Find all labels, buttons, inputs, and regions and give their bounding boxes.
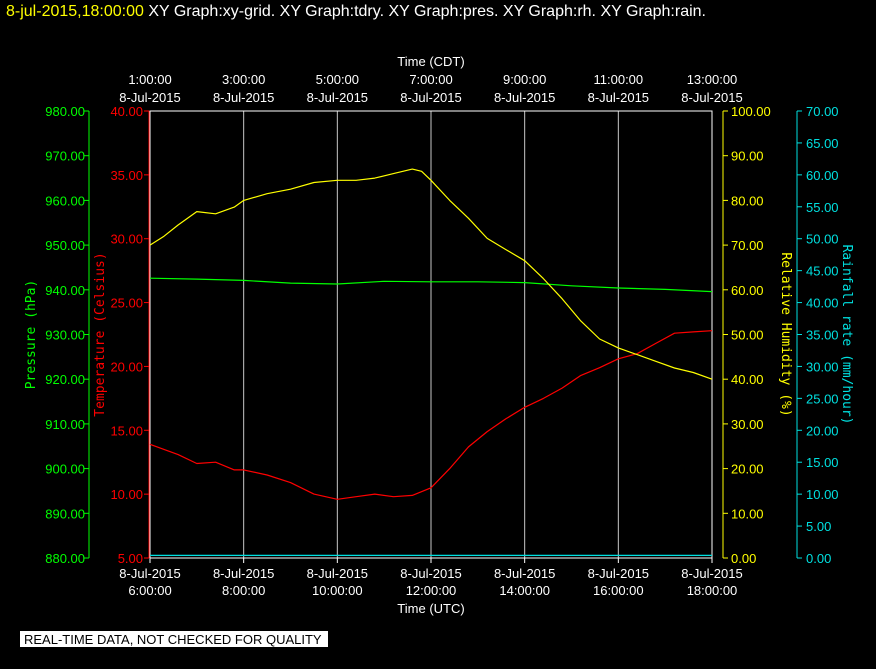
pressure-tick-label: 960.00 — [45, 193, 85, 208]
top-tick-label-date: 8-Jul-2015 — [400, 90, 461, 105]
temperature-axis-title: Temperature (Celsius) — [93, 252, 108, 416]
humidity-tick-label: 50.00 — [731, 328, 764, 343]
x-tick-label-time: 14:00:00 — [499, 583, 550, 598]
temperature-tick-label: 35.00 — [110, 168, 143, 183]
pressure-tick-label: 890.00 — [45, 506, 85, 521]
rain-tick-label: 40.00 — [806, 296, 839, 311]
top-tick-label-time: 3:00:00 — [222, 72, 265, 87]
rain-tick-label: 50.00 — [806, 232, 839, 247]
graph-name-3: XY Graph:pres. — [388, 3, 499, 20]
top-tick-label-time: 1:00:00 — [128, 72, 171, 87]
humidity-tick-label: 90.00 — [731, 149, 764, 164]
pressure-tick-label: 940.00 — [45, 283, 85, 298]
temperature-tick-label: 40.00 — [110, 104, 143, 119]
top-tick-label-date: 8-Jul-2015 — [588, 90, 649, 105]
humidity-tick-label: 100.00 — [731, 104, 771, 119]
temperature-tick-label: 20.00 — [110, 359, 143, 374]
x-tick-label-time: 18:00:00 — [687, 583, 738, 598]
humidity-tick-label: 80.00 — [731, 193, 764, 208]
pressure-tick-label: 900.00 — [45, 462, 85, 477]
series-lines — [149, 168, 713, 557]
humidity-axis-title: Relative Humidity (%) — [778, 252, 793, 416]
top-tick-label-time: 13:00:00 — [687, 72, 738, 87]
pressure-tick-label: 910.00 — [45, 417, 85, 432]
rain-tick-label: 45.00 — [806, 264, 839, 279]
axes: 8-Jul-2015 6:00:00 1:00:00 8-Jul-2015 8-Jul-… — [24, 54, 854, 616]
top-tick-label-date: 8-Jul-2015 — [681, 90, 742, 105]
humidity-tick-label: 10.00 — [731, 506, 764, 521]
temperature-tick-label: 30.00 — [110, 232, 143, 247]
rain-tick-label: 30.00 — [806, 359, 839, 374]
temperature-tick-label: 15.00 — [110, 423, 143, 438]
x-tick-label-date: 8-Jul-2015 — [494, 566, 555, 581]
humidity-tick-label: 20.00 — [731, 462, 764, 477]
pressure-axis-title: Pressure (hPa) — [24, 280, 39, 390]
top-tick-label-time: 9:00:00 — [503, 72, 546, 87]
pressure-tick-label: 930.00 — [45, 328, 85, 343]
humidity-tick-label: 70.00 — [731, 238, 764, 253]
rain-tick-label: 15.00 — [806, 455, 839, 470]
x-tick-label-date: 8-Jul-2015 — [400, 566, 461, 581]
x-tick-label-time: 10:00:00 — [312, 583, 363, 598]
graph-name-1: XY Graph:xy-grid. — [148, 3, 276, 20]
x-tick-label-date: 8-Jul-2015 — [588, 566, 649, 581]
temperature-series-line — [149, 330, 713, 500]
rain-tick-label: 5.00 — [806, 519, 831, 534]
rain-axis-title: Rainfall rate (mm/hour) — [839, 244, 854, 424]
graph-name-5: XY Graph:rain. — [600, 3, 706, 20]
rain-tick-label: 10.00 — [806, 487, 839, 502]
temperature-tick-label: 25.00 — [110, 296, 143, 311]
top-tick-label-date: 8-Jul-2015 — [307, 90, 368, 105]
rain-tick-label: 25.00 — [806, 391, 839, 406]
pressure-tick-label: 880.00 — [45, 551, 85, 566]
rain-tick-label: 65.00 — [806, 136, 839, 151]
x-tick-label-date: 8-Jul-2015 — [307, 566, 368, 581]
x-tick-label-date: 8-Jul-2015 — [119, 566, 180, 581]
top-tick-label-date: 8-Jul-2015 — [213, 90, 274, 105]
top-tick-label-date: 8-Jul-2015 — [494, 90, 555, 105]
rain-tick-label: 55.00 — [806, 200, 839, 215]
x-tick-label-date: 8-Jul-2015 — [681, 566, 742, 581]
temperature-tick-label: 10.00 — [110, 487, 143, 502]
temperature-tick-label: 5.00 — [118, 551, 143, 566]
rain-tick-label: 20.00 — [806, 423, 839, 438]
rain-tick-label: 35.00 — [806, 328, 839, 343]
x-tick-label-time: 16:00:00 — [593, 583, 644, 598]
graph-name-4: XY Graph:rh. — [502, 3, 596, 20]
humidity-series-line — [149, 168, 713, 380]
timestamp: 8-jul-2015,18:00:00 — [6, 3, 144, 20]
pressure-tick-label: 970.00 — [45, 149, 85, 164]
top-tick-label-time: 7:00:00 — [409, 72, 452, 87]
quality-notice: REAL-TIME DATA, NOT CHECKED FOR QUALITY — [20, 631, 328, 647]
rain-tick-label: 70.00 — [806, 104, 839, 119]
x-tick-label-time: 8:00:00 — [222, 583, 265, 598]
humidity-tick-label: 0.00 — [731, 551, 756, 566]
top-tick-label-date: 8-Jul-2015 — [119, 90, 180, 105]
humidity-tick-label: 40.00 — [731, 372, 764, 387]
rain-tick-label: 0.00 — [806, 551, 831, 566]
pressure-series-line — [149, 277, 713, 293]
grid — [243, 111, 619, 558]
pressure-tick-label: 920.00 — [45, 372, 85, 387]
graph-name-2: XY Graph:tdry. — [279, 3, 385, 20]
top-tick-label-time: 5:00:00 — [316, 72, 359, 87]
x-tick-label-date: 8-Jul-2015 — [213, 566, 274, 581]
humidity-tick-label: 60.00 — [731, 283, 764, 298]
pressure-tick-label: 980.00 — [45, 104, 85, 119]
graph-header: 8-jul-2015,18:00:00 XY Graph:xy-grid. XY… — [6, 3, 706, 21]
x-tick-label-time: 12:00:00 — [406, 583, 457, 598]
pressure-tick-label: 950.00 — [45, 238, 85, 253]
humidity-tick-label: 30.00 — [731, 417, 764, 432]
top-tick-label-time: 11:00:00 — [594, 72, 644, 87]
x-axis-title-cdt: Time (CDT) — [397, 54, 464, 69]
rain-tick-label: 60.00 — [806, 168, 839, 183]
x-tick-label-time: 6:00:00 — [128, 583, 171, 598]
x-axis-title-utc: Time (UTC) — [397, 601, 464, 616]
